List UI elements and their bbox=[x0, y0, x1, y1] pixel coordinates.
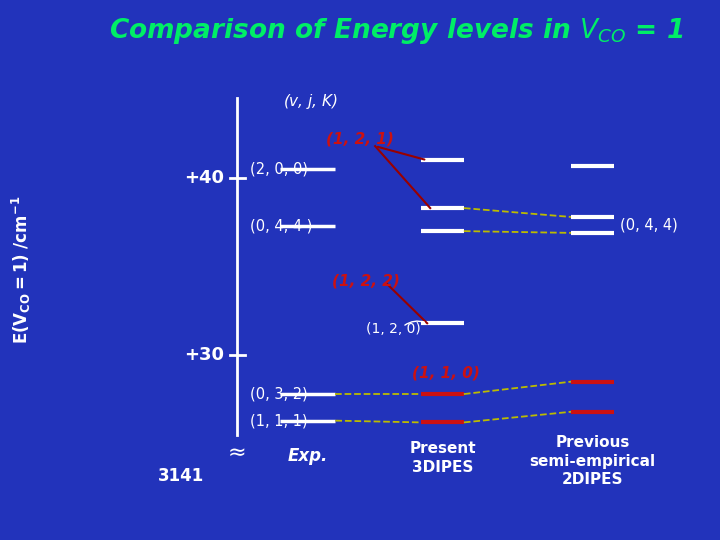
Text: Exp.: Exp. bbox=[287, 447, 328, 465]
Text: (1, 1, 1): (1, 1, 1) bbox=[250, 413, 307, 428]
Text: (0, 4, 4 ): (0, 4, 4 ) bbox=[250, 218, 312, 233]
Text: (1, 2, 2): (1, 2, 2) bbox=[332, 273, 400, 288]
Text: (0, 3, 2): (0, 3, 2) bbox=[250, 387, 307, 402]
Text: (1, 2, 1): (1, 2, 1) bbox=[326, 132, 394, 146]
Text: (0, 4, 4): (0, 4, 4) bbox=[620, 218, 678, 232]
Text: (1, 2, 0): (1, 2, 0) bbox=[366, 321, 420, 335]
Text: Present
3DIPES: Present 3DIPES bbox=[409, 441, 476, 475]
Text: (1, 1, 0): (1, 1, 0) bbox=[412, 366, 480, 380]
Text: Previous
semi-empirical
2DIPES: Previous semi-empirical 2DIPES bbox=[529, 435, 655, 488]
Text: (2, 0, 0): (2, 0, 0) bbox=[250, 161, 307, 177]
Text: $\mathbf{E(V_{CO}=1)\ /cm^{-1}}$: $\mathbf{E(V_{CO}=1)\ /cm^{-1}}$ bbox=[10, 196, 33, 344]
Text: +30: +30 bbox=[184, 346, 224, 364]
Text: ($v$, $j$, $K$): ($v$, $j$, $K$) bbox=[284, 92, 338, 111]
Text: 3141: 3141 bbox=[158, 467, 204, 484]
Text: +40: +40 bbox=[184, 169, 224, 187]
Text: Comparison of Energy levels in $\mathbf{\mathit{V}}_{\mathbf{\mathit{CO}}}$ = 1: Comparison of Energy levels in $\mathbf{… bbox=[109, 16, 683, 46]
Text: ≈: ≈ bbox=[228, 442, 247, 463]
